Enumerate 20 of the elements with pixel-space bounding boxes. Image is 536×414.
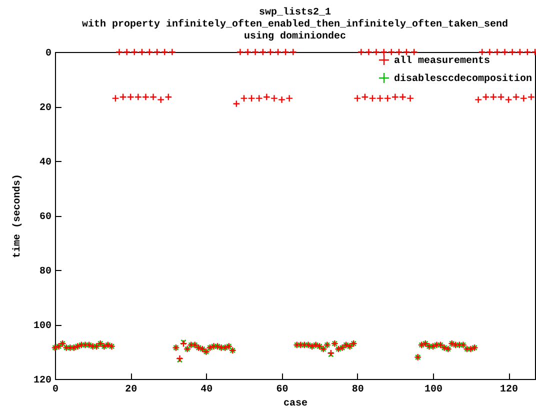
y-tick-label: 100 (33, 321, 52, 332)
x-tick-label: 120 (500, 384, 518, 396)
x-tick-label: 0 (52, 384, 59, 396)
y-tick-label: 60 (39, 212, 52, 223)
x-tick-label: 20 (125, 384, 138, 396)
y-tick-label: 20 (39, 103, 52, 114)
x-tick-label: 40 (200, 384, 213, 396)
x-axis-title: case (283, 398, 308, 410)
y-tick-label: 0 (45, 48, 52, 60)
legend-label: disablesccdecomposition (394, 73, 532, 85)
y-tick-label: 80 (39, 266, 52, 278)
x-tick-label: 60 (276, 384, 288, 396)
y-axis-title: time (seconds) (11, 174, 24, 258)
y-tick-label: 40 (39, 158, 52, 168)
x-tick-label: 100 (424, 384, 442, 396)
chart-title: swp_lists2_1 (258, 6, 332, 18)
legend-label: all measurements (394, 55, 490, 67)
x-tick-label: 80 (352, 384, 364, 396)
y-tick-label: 120 (33, 376, 52, 386)
chart-subtitle: with property infinitely_often_enabled_then_infinitely_often_taken_send using dominiondec (82, 18, 508, 42)
